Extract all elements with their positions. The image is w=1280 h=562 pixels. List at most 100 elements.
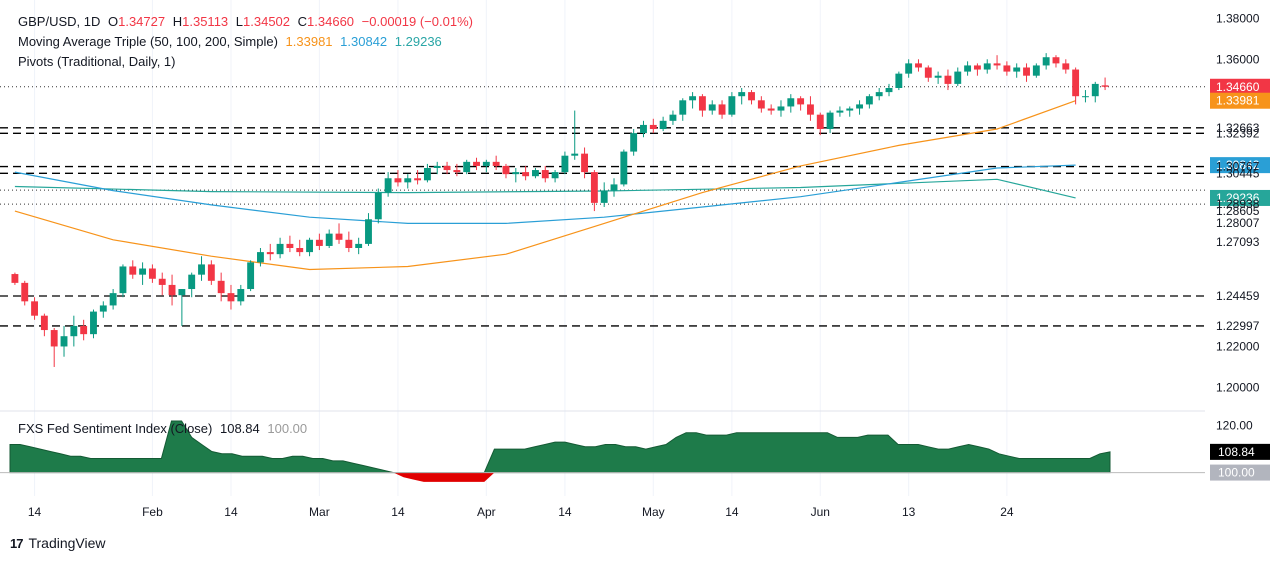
candle (345, 239, 353, 248)
candle (1003, 65, 1011, 72)
candle (679, 100, 687, 115)
candle (158, 278, 166, 285)
indicator-last-value: 108.84 (1218, 445, 1255, 459)
candle (335, 233, 343, 240)
candle (973, 65, 981, 70)
price-label-pivot: 1.24459 (1216, 289, 1260, 303)
pivots-legend: Pivots (Traditional, Daily, 1) (18, 54, 180, 69)
symbol-title: GBP/USD, 1D (18, 14, 101, 29)
sentiment-area-positive (9, 420, 1111, 474)
candle (689, 96, 697, 101)
pivots-title: Pivots (Traditional, Daily, 1) (18, 54, 176, 69)
candle (257, 252, 264, 263)
candle (669, 114, 677, 121)
ma50-line (14, 100, 1076, 271)
candle (610, 184, 618, 191)
ma100-line (14, 164, 1076, 224)
indicator-legend: FXS Fed Sentiment Index (Close) 108.84 1… (18, 421, 311, 436)
candle (99, 305, 107, 312)
indicator-value: 108.84 (219, 421, 260, 436)
candle (1052, 57, 1060, 64)
candle (139, 268, 147, 275)
price-label-ma200: 1.29236 (1216, 191, 1260, 205)
sentiment-area-negative (10, 472, 1110, 482)
price-label-pivot: 1.32392 (1216, 126, 1260, 140)
candle (1042, 57, 1050, 66)
candle (90, 311, 97, 335)
candle (463, 161, 471, 173)
candle (404, 178, 412, 183)
candle (532, 170, 539, 177)
candle (924, 67, 932, 78)
time-tick-label: Apr (477, 505, 496, 519)
time-tick-label: 13 (902, 505, 916, 519)
time-tick-label: 14 (725, 505, 739, 519)
time-tick-label: 14 (391, 505, 405, 519)
candle (620, 151, 628, 185)
brand[interactable]: 17 TradingView (10, 535, 106, 551)
candle (247, 262, 255, 290)
price-tick-label: 1.20000 (1216, 380, 1260, 394)
candle (355, 243, 363, 248)
candle (954, 71, 962, 84)
indicator-value-badge (1210, 443, 1270, 460)
candle (522, 172, 530, 177)
ohlc-values: O1.34727 H1.35113 L1.34502 C1.34660 −0.0… (108, 14, 477, 29)
candle (443, 165, 451, 171)
candle (365, 219, 372, 244)
price-tick-label: 1.38000 (1216, 11, 1260, 25)
candle (718, 104, 726, 115)
candle (394, 178, 402, 183)
candle (934, 75, 942, 78)
price-label-pivot: 1.32663 (1216, 121, 1260, 135)
candle (129, 266, 137, 275)
candle (581, 153, 588, 173)
close-label: C (297, 14, 308, 29)
candle (983, 63, 991, 70)
candle (807, 104, 814, 115)
ma100-value: 1.30842 (340, 34, 388, 49)
indicator-baseline-label: 100.00 (1218, 466, 1255, 480)
candle (414, 178, 422, 181)
candle (826, 112, 834, 130)
candle (1082, 96, 1089, 98)
candle (21, 282, 29, 302)
price-label-badge (1210, 189, 1270, 206)
candle (306, 239, 313, 253)
time-tick-label: 24 (1000, 505, 1014, 519)
candle (119, 266, 127, 294)
candle (227, 293, 235, 302)
candle (738, 92, 746, 97)
candle (148, 268, 156, 279)
candle (237, 289, 245, 302)
candle (492, 161, 500, 166)
price-axis[interactable]: 1.38000 1.36000 1.22000 1.20000 1.346601.339… (1210, 11, 1270, 481)
candle (315, 239, 323, 246)
candle (865, 96, 873, 105)
time-tick-label: 14 (28, 505, 42, 519)
candle (944, 75, 952, 84)
ma-legend: Moving Average Triple (50, 100, 200, Sim… (18, 34, 446, 49)
candle (875, 92, 883, 97)
candle (816, 114, 824, 130)
price-label-pivot: 1.30767 (1216, 160, 1260, 174)
candle (787, 98, 795, 107)
high-value: 1.35113 (182, 14, 229, 29)
price-label-ma100: 1.30842 (1216, 158, 1260, 172)
indicator-baseline: 100.00 (267, 421, 308, 436)
candle (640, 124, 647, 134)
candle (266, 252, 274, 255)
candle (31, 301, 38, 316)
candle (482, 161, 490, 166)
candle (1091, 83, 1099, 97)
candle (836, 110, 844, 113)
time-tick-label: Jun (811, 505, 830, 519)
time-axis[interactable]: 14 Feb 14 Mar 14 Apr 14 May 14 Jun 13 24 (28, 505, 1014, 519)
candle (708, 104, 716, 111)
price-label-pivot: 1.28605 (1216, 204, 1260, 218)
tradingview-logo-icon: 17 (10, 535, 24, 551)
open-label: O (107, 14, 119, 29)
price-label-pivot: 1.22997 (1216, 319, 1260, 333)
candle (757, 100, 765, 109)
